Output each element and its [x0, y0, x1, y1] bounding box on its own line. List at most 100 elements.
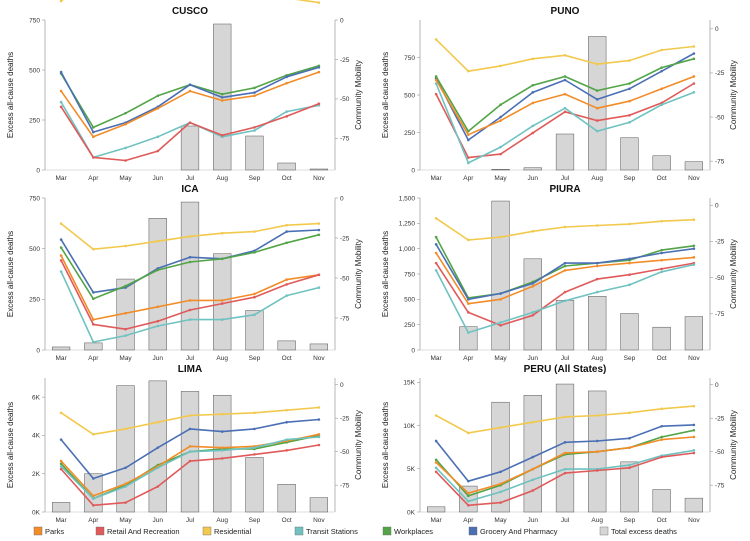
x-tick-label: Jun — [528, 355, 539, 362]
bar-total-excess-deaths — [309, 343, 328, 351]
point-workplaces — [285, 241, 288, 245]
point-parks — [124, 122, 127, 126]
point-residential — [628, 59, 631, 62]
bar-total-excess-deaths — [309, 497, 328, 513]
point-retail-and-recreation — [499, 152, 502, 156]
panel-peru-all-states: PERU (All States) 0K 5K 10K 15K 0 -25 -50 -75 Exc… — [381, 364, 738, 524]
point-transit-stations — [317, 286, 321, 289]
point-transit-stations — [531, 124, 535, 128]
point-residential — [531, 420, 535, 424]
point-residential — [253, 411, 256, 415]
point-residential — [499, 64, 502, 68]
point-retail-and-recreation — [595, 469, 599, 472]
point-retail-and-recreation — [628, 113, 631, 117]
point-transit-stations — [628, 121, 631, 124]
left-tick-label: 250 — [29, 117, 40, 124]
left-tick-label: 6K — [32, 394, 41, 401]
point-workplaces — [692, 57, 696, 61]
point-workplaces — [692, 244, 696, 248]
point-retail-and-recreation — [595, 277, 599, 281]
point-parks — [92, 494, 95, 498]
point-residential — [285, 408, 288, 412]
point-transit-stations — [188, 318, 192, 321]
point-retail-and-recreation — [660, 267, 663, 271]
left-axis-title: Excess all-cause deaths — [6, 52, 15, 138]
point-retail-and-recreation — [434, 470, 438, 474]
point-retail-and-recreation — [253, 453, 256, 456]
point-residential — [660, 407, 663, 411]
point-residential — [285, 223, 288, 227]
left-tick-label: 750 — [404, 271, 415, 278]
x-tick-label: Sep — [249, 175, 261, 182]
x-tick-label: Jul — [561, 175, 570, 182]
point-residential — [59, 222, 63, 225]
x-tick-label: Aug — [216, 355, 228, 362]
point-transit-stations — [692, 449, 696, 452]
bar-total-excess-deaths — [684, 497, 703, 513]
bar-total-excess-deaths — [491, 200, 510, 351]
point-grocery-and-pharmacy — [692, 247, 696, 250]
point-grocery-and-pharmacy — [285, 420, 288, 424]
point-grocery-and-pharmacy — [317, 66, 321, 69]
point-residential — [434, 38, 438, 41]
left-tick-label: 10K — [403, 423, 415, 430]
point-parks — [220, 99, 224, 102]
point-workplaces — [434, 235, 438, 239]
point-transit-stations — [467, 499, 470, 503]
point-grocery-and-pharmacy — [220, 96, 224, 99]
point-parks — [92, 318, 95, 321]
bar-total-excess-deaths — [588, 296, 607, 351]
point-transit-stations — [220, 318, 224, 321]
x-tick-label: Nov — [313, 355, 325, 362]
legend-label: Grocery And Pharmacy — [480, 527, 558, 536]
point-workplaces — [692, 428, 696, 432]
x-tick-label: Mar — [431, 355, 443, 362]
point-workplaces — [595, 89, 599, 92]
point-residential — [124, 244, 127, 248]
bar-total-excess-deaths — [620, 313, 639, 351]
point-residential — [692, 45, 696, 48]
left-tick-label: 750 — [29, 195, 40, 202]
x-tick-label: Jun — [153, 355, 164, 362]
bar-total-excess-deaths — [620, 137, 639, 171]
bar-total-excess-deaths — [277, 483, 296, 513]
right-axis-title: Community Mobility — [354, 239, 363, 309]
right-tick-label: -25 — [715, 416, 725, 423]
point-parks — [595, 264, 599, 268]
point-grocery-and-pharmacy — [660, 251, 663, 255]
point-workplaces — [531, 83, 535, 87]
point-parks — [285, 81, 288, 85]
x-tick-label: May — [494, 517, 507, 524]
bar-total-excess-deaths — [652, 326, 671, 351]
point-transit-stations — [531, 478, 535, 482]
x-tick-label: Nov — [313, 175, 325, 182]
point-parks — [531, 285, 535, 288]
point-retail-and-recreation — [434, 261, 438, 265]
point-transit-stations — [59, 465, 63, 468]
left-tick-label: 500 — [29, 246, 40, 253]
x-tick-label: May — [494, 175, 507, 182]
point-retail-and-recreation — [317, 102, 321, 105]
bar-total-excess-deaths — [427, 506, 446, 513]
point-residential — [59, 0, 63, 3]
point-parks — [220, 299, 224, 302]
point-workplaces — [253, 251, 256, 254]
bar-total-excess-deaths — [245, 135, 264, 171]
point-workplaces — [628, 82, 631, 85]
x-tick-label: Mar — [431, 517, 443, 524]
x-tick-label: Oct — [282, 517, 292, 524]
point-transit-stations — [467, 331, 470, 334]
point-transit-stations — [253, 446, 256, 449]
point-grocery-and-pharmacy — [188, 255, 192, 259]
right-axis-title: Community Mobility — [729, 60, 738, 130]
point-parks — [531, 467, 535, 471]
point-workplaces — [92, 126, 95, 129]
x-tick-label: Apr — [88, 175, 99, 182]
left-axis-title: Excess all-cause deaths — [6, 402, 15, 488]
point-retail-and-recreation — [317, 443, 321, 447]
point-retail-and-recreation — [92, 156, 95, 159]
bar-total-excess-deaths — [52, 502, 71, 513]
point-parks — [467, 491, 470, 495]
legend-swatch-parks — [33, 526, 43, 536]
right-tick-label: -75 — [340, 315, 350, 322]
